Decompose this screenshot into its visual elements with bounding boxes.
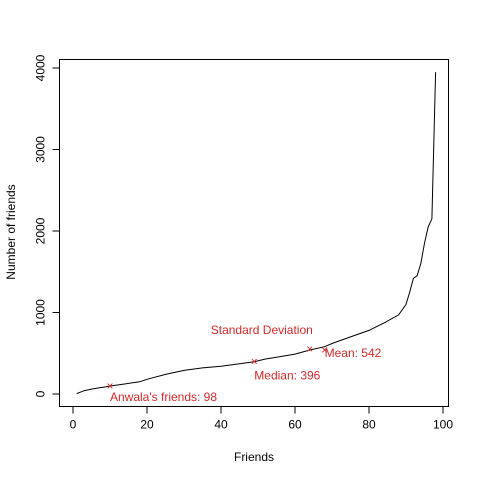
y-tick-label: 1000 [34, 299, 48, 326]
y-axis-title: Number of friends [4, 184, 18, 279]
annotation-marker: × [321, 343, 328, 357]
y-axis: 0 1000 2000 3000 4000 [34, 54, 60, 397]
x-tick-label: 0 [70, 418, 77, 432]
annotation-marker: × [106, 379, 113, 393]
x-axis: 0 20 40 60 80 100 [70, 406, 453, 432]
x-tick-label: 80 [362, 418, 376, 432]
y-tick-label: 3000 [34, 136, 48, 163]
x-tick-label: 100 [433, 418, 453, 432]
y-tick-label: 0 [34, 390, 48, 397]
x-axis-title: Friends [234, 450, 274, 464]
y-tick-label: 2000 [34, 217, 48, 244]
annotation-marker: × [306, 342, 313, 356]
annotation-marker: × [251, 355, 258, 369]
annotation-label: Median: 396 [254, 369, 320, 383]
series-line [76, 72, 437, 395]
x-tick-label: 40 [214, 418, 228, 432]
x-tick-label: 60 [288, 418, 302, 432]
y-tick-label: 4000 [34, 54, 48, 81]
annotation-label: Anwala's friends: 98 [110, 390, 217, 404]
annotation-label: Mean: 542 [325, 346, 382, 360]
x-tick-label: 20 [140, 418, 154, 432]
annotation-label: Standard Deviation [211, 323, 313, 337]
annotations: ×Standard Deviation×Mean: 542×Median: 39… [106, 323, 381, 404]
